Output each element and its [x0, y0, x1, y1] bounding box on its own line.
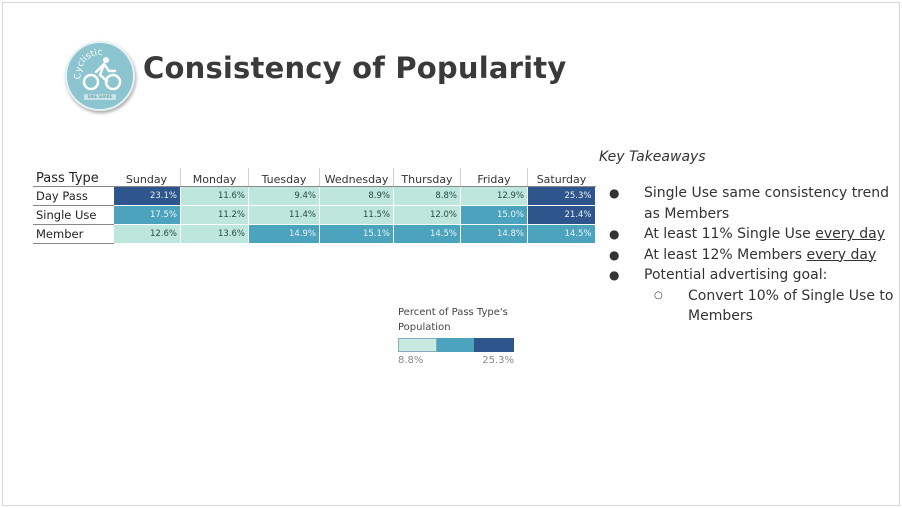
table-cell: 14.5%	[527, 224, 596, 244]
pass-type-heatmap: Pass Type Sunday Monday Tuesday Wednesda…	[33, 168, 596, 244]
table-cell: 25.3%	[527, 186, 596, 206]
column-header: Monday	[180, 168, 249, 187]
bullet-icon: ●	[609, 227, 620, 241]
legend-title: Percent of Pass Type's Population	[398, 307, 508, 333]
table-cell: 8.9%	[319, 186, 394, 206]
table-cell: 21.4%	[527, 205, 596, 225]
column-header: Thursday	[393, 168, 461, 187]
table-row: Member 12.6% 13.6% 14.9% 15.1% 14.5% 14.…	[33, 224, 596, 244]
takeaways-title: Key Takeaways	[599, 149, 706, 165]
corner-label: Pass Type	[33, 168, 113, 187]
column-header: Saturday	[527, 168, 595, 187]
table-cell: 12.6%	[112, 224, 181, 244]
column-header: Tuesday	[248, 168, 320, 187]
list-item: ● Single Use same consistency trend as M…	[609, 183, 894, 224]
row-label: Member	[33, 224, 113, 244]
row-label: Day Pass	[33, 186, 113, 206]
takeaway-text: Single Use same consistency trend as Mem…	[644, 185, 889, 222]
table-row: Day Pass 23.1% 11.6% 9.4% 8.9% 8.8% 12.9…	[33, 186, 596, 206]
table-cell: 14.9%	[248, 224, 320, 244]
table-cell: 12.0%	[393, 205, 461, 225]
column-header: Wednesday	[319, 168, 394, 187]
bullet-icon: ●	[609, 247, 620, 262]
table-cell: 23.1%	[112, 186, 181, 206]
list-item: ● At least 12% Members every day	[609, 245, 894, 266]
table-cell: 14.8%	[460, 224, 528, 244]
table-cell: 8.8%	[393, 186, 461, 206]
table-cell: 15.1%	[319, 224, 394, 244]
takeaway-text: At least 11% Single Use	[644, 226, 816, 242]
table-cell: 14.5%	[393, 224, 461, 244]
legend-color-bar	[398, 338, 514, 352]
page-title: Consistency of Popularity	[143, 51, 567, 85]
takeaway-emphasis: every day	[815, 226, 886, 242]
legend-swatch-high	[474, 338, 514, 352]
legend-swatch-mid	[437, 338, 474, 352]
bullet-icon: ●	[609, 186, 620, 200]
takeaway-emphasis: every day	[806, 246, 877, 263]
row-label: Single Use	[33, 205, 113, 225]
table-cell: 11.2%	[180, 205, 249, 225]
color-legend: Percent of Pass Type's Population 8.8% 2…	[398, 305, 528, 366]
hollow-bullet-icon: ○	[654, 289, 663, 301]
logo-subtext: BIKE SHARE	[84, 94, 116, 100]
table-cell: 12.9%	[460, 186, 528, 206]
takeaway-text: At least 12% Members	[644, 246, 807, 263]
list-item: ● Potential advertising goal:	[609, 265, 894, 286]
table-cell: 11.6%	[180, 186, 249, 206]
legend-swatch-low	[398, 338, 437, 352]
bicycle-rider-icon: Cyclistic	[73, 48, 122, 91]
table-cell: 11.4%	[248, 205, 320, 225]
legend-max-label: 25.3%	[482, 355, 514, 366]
column-header: Friday	[460, 168, 528, 187]
table-row: Single Use 17.5% 11.2% 11.4% 11.5% 12.0%…	[33, 205, 596, 225]
list-item: ● At least 11% Single Use every day	[609, 224, 894, 245]
table-cell: 11.5%	[319, 205, 394, 225]
takeaways-list: ● Single Use same consistency trend as M…	[609, 183, 894, 327]
sub-takeaway-text: Convert 10% of Single Use to Members	[688, 287, 894, 325]
column-header: Sunday	[113, 168, 181, 187]
table-cell: 9.4%	[248, 186, 320, 206]
sub-list-item: ○ Convert 10% of Single Use to Members	[609, 286, 894, 327]
legend-min-label: 8.8%	[398, 355, 424, 366]
takeaway-text: Potential advertising goal:	[644, 267, 828, 283]
table-cell: 17.5%	[112, 205, 181, 225]
table-cell: 13.6%	[180, 224, 249, 244]
cyclistic-logo: Cyclistic BIKE SHARE	[65, 41, 135, 111]
bullet-icon: ●	[609, 268, 620, 282]
table-cell: 15.0%	[460, 205, 528, 225]
